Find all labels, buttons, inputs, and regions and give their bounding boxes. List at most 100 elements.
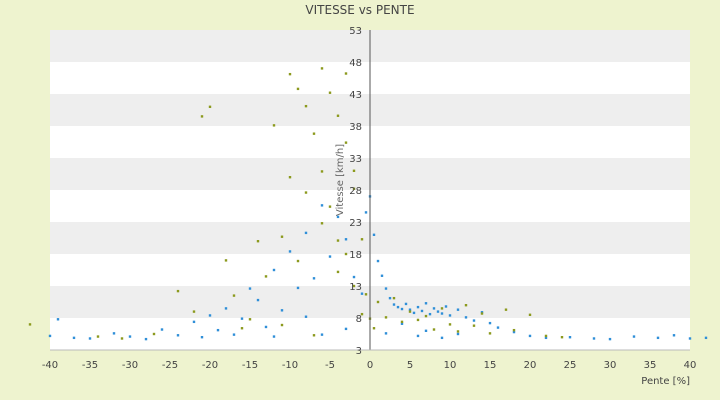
data-point-series-1	[380, 274, 384, 277]
data-point-series-1	[296, 286, 300, 290]
x-tick-label: -40	[42, 360, 58, 371]
data-point-series-2	[280, 323, 284, 327]
data-point-series-1	[512, 330, 516, 334]
y-tick-label: 18	[349, 250, 362, 261]
x-tick-label: 0	[367, 360, 373, 371]
data-point-series-2	[152, 332, 156, 336]
data-point-series-1	[488, 321, 492, 325]
data-point-series-2	[416, 318, 420, 322]
data-point-series-1	[440, 312, 444, 315]
x-tick-label: 25	[564, 360, 577, 371]
data-point-series-2	[176, 289, 180, 293]
data-point-series-2	[336, 270, 340, 274]
data-point-series-2	[192, 310, 196, 313]
chart-title: VITESSE vs PENTE	[305, 3, 414, 17]
data-point-series-2	[456, 330, 460, 333]
data-point-series-1	[344, 327, 348, 331]
y-tick-label: 8	[356, 314, 362, 325]
data-point-series-1	[688, 337, 692, 340]
data-point-series-1	[288, 250, 292, 253]
data-point-series-2	[232, 294, 236, 297]
data-point-series-2	[432, 328, 436, 331]
data-point-series-2	[312, 132, 316, 135]
data-point-series-1	[432, 307, 436, 310]
x-tick-label: 10	[444, 360, 457, 371]
data-point-series-1	[420, 309, 424, 313]
data-point-series-1	[264, 325, 268, 329]
data-point-series-1	[416, 334, 420, 338]
data-point-series-2	[208, 105, 212, 108]
data-point-series-1	[376, 259, 380, 263]
x-tick-label: -5	[325, 360, 335, 371]
y-tick-label: 43	[349, 90, 362, 101]
data-point-series-1	[528, 334, 532, 338]
data-point-series-2	[280, 235, 284, 238]
x-tick-label: -30	[122, 360, 138, 371]
x-tick-label: 30	[604, 360, 617, 371]
data-point-series-1	[400, 307, 404, 311]
data-point-series-2	[272, 124, 276, 127]
data-point-series-2	[336, 114, 340, 117]
data-point-series-1	[396, 305, 400, 309]
data-point-series-1	[320, 204, 324, 207]
x-tick-label: 40	[684, 360, 697, 371]
data-point-series-2	[384, 316, 388, 319]
data-point-series-1	[248, 287, 252, 290]
data-point-series-2	[400, 320, 404, 324]
data-point-series-1	[352, 275, 356, 279]
data-point-series-1	[424, 329, 428, 332]
data-point-series-1	[440, 336, 444, 340]
data-point-series-1	[312, 277, 316, 280]
data-point-series-2	[480, 312, 484, 315]
data-point-series-1	[392, 303, 396, 306]
data-point-series-1	[360, 292, 364, 295]
data-point-series-2	[328, 91, 332, 94]
data-point-series-1	[656, 336, 660, 340]
data-point-series-1	[544, 336, 548, 340]
data-point-series-2	[336, 239, 340, 242]
data-point-series-1	[328, 255, 332, 258]
data-point-series-2	[464, 304, 468, 307]
y-tick-label: 38	[349, 122, 362, 133]
data-point-series-1	[304, 315, 308, 318]
data-point-series-1	[336, 215, 340, 219]
data-point-series-1	[416, 305, 420, 309]
data-point-series-1	[176, 334, 180, 337]
data-point-series-2	[96, 335, 100, 338]
data-point-series-1	[48, 334, 52, 338]
data-point-series-2	[408, 310, 412, 313]
data-point-series-2	[320, 170, 324, 173]
data-point-series-1	[424, 302, 428, 305]
data-point-series-1	[464, 316, 468, 319]
data-point-series-1	[144, 337, 148, 341]
data-point-series-2	[528, 313, 532, 316]
data-point-series-2	[352, 187, 356, 190]
data-point-series-2	[560, 336, 564, 339]
y-tick-label: 28	[349, 186, 362, 197]
y-tick-label: 53	[349, 26, 362, 37]
data-point-series-1	[436, 310, 440, 313]
data-point-series-2	[28, 323, 32, 326]
data-point-series-2	[312, 334, 316, 337]
data-point-series-1	[372, 233, 376, 236]
y-tick-label: 48	[349, 58, 362, 69]
y-tick-label: 33	[349, 154, 362, 165]
data-point-series-1	[344, 238, 348, 241]
data-point-series-2	[488, 332, 492, 335]
data-point-series-1	[408, 308, 412, 311]
data-point-series-1	[72, 336, 76, 340]
data-point-series-1	[88, 337, 92, 340]
data-point-series-2	[440, 307, 444, 310]
data-point-series-1	[272, 268, 276, 272]
data-point-series-2	[288, 176, 292, 179]
data-point-series-2	[304, 104, 308, 108]
data-point-series-1	[472, 319, 476, 322]
data-point-series-1	[112, 332, 116, 335]
data-point-series-1	[232, 333, 236, 336]
data-point-series-2	[240, 327, 244, 330]
data-point-series-1	[608, 337, 612, 341]
x-axis-label: Pente [%]	[641, 376, 690, 387]
data-point-series-1	[704, 336, 708, 340]
data-point-series-1	[672, 334, 676, 337]
